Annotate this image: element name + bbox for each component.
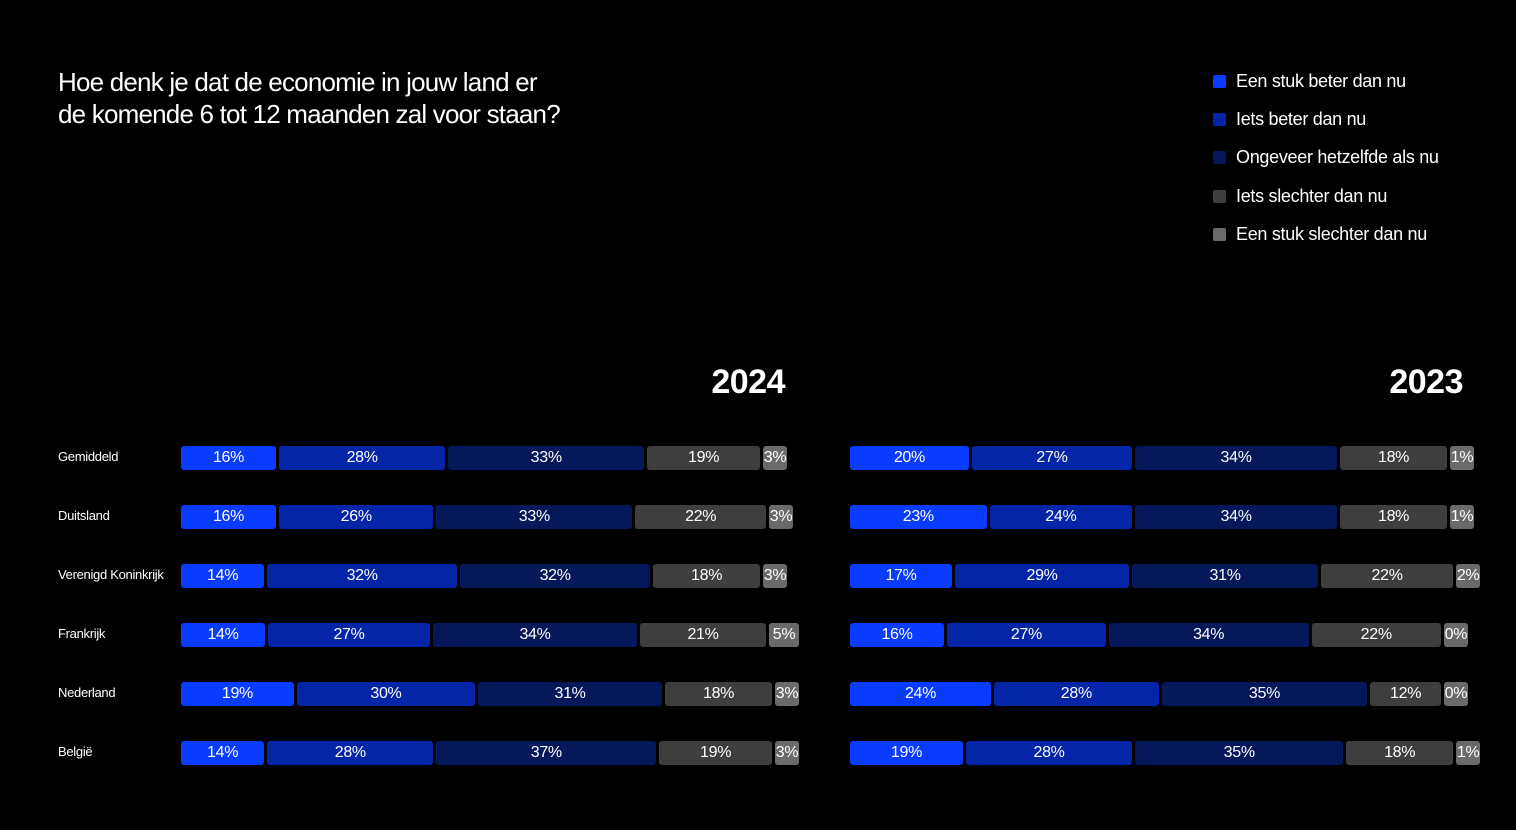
bar-segment: 0% [1443, 623, 1468, 647]
bar-segment: 3% [763, 446, 787, 470]
bar-segment: 32% [460, 564, 651, 588]
bar-segment: 28% [965, 741, 1133, 765]
bar-segment: 22% [1311, 623, 1441, 647]
bar-segment: 12% [1370, 682, 1441, 706]
bar-segment: 26% [279, 505, 434, 529]
bar-segment: 3% [763, 564, 787, 588]
bar-segment: 18% [653, 564, 760, 588]
bar-segment: 18% [1346, 741, 1454, 765]
bar-segment: 27% [971, 446, 1133, 470]
bar-segment: 37% [436, 741, 657, 765]
bar-segment: 31% [478, 682, 663, 706]
bar-segment: 27% [268, 623, 430, 647]
bar-segment: 16% [850, 623, 945, 647]
bar-row: 24% 28% 35% 12% 0% [850, 682, 1474, 706]
legend-swatch [1213, 228, 1226, 242]
bar-segment: 19% [647, 446, 760, 470]
bar-segment: 20% [850, 446, 969, 470]
legend-label: Een stuk beter dan nu [1236, 70, 1406, 91]
bar-segment: 14% [181, 741, 265, 765]
bar-segment: 19% [850, 741, 963, 765]
bar-segment: 18% [1340, 505, 1447, 529]
category-label: België [58, 744, 93, 759]
bar-segment: 24% [989, 505, 1133, 529]
bar-row: 23% 24% 34% 18% 1% [850, 505, 1474, 529]
bar-row: 14% 28% 37% 19% 3% [181, 741, 799, 765]
bar-segment: 29% [955, 564, 1130, 588]
legend-item: Iets slechter dan nu [1213, 177, 1439, 215]
bar-segment: 27% [947, 623, 1106, 647]
bar-row: 16% 28% 33% 19% 3% [181, 446, 793, 470]
bar-segment: 35% [1161, 682, 1368, 706]
bar-segment: 35% [1135, 741, 1344, 765]
bar-segment: 34% [1135, 446, 1338, 470]
bar-segment: 18% [665, 682, 772, 706]
bar-segment: 14% [181, 564, 265, 588]
category-label: Verenigd Koninkrijk [58, 567, 164, 582]
category-label: Nederland [58, 685, 116, 700]
legend-swatch [1213, 113, 1226, 127]
bar-row: 14% 27% 34% 21% 5% [181, 623, 799, 647]
bar-segment: 28% [994, 682, 1159, 706]
panel-year-2023: 2023 [1389, 363, 1463, 401]
legend-swatch [1213, 74, 1226, 88]
bar-segment: 34% [1135, 505, 1338, 529]
bar-segment: 19% [659, 741, 772, 765]
legend-item: Een stuk slechter dan nu [1213, 216, 1439, 254]
legend: Een stuk beter dan nu Iets beter dan nu On… [1213, 62, 1439, 254]
legend-swatch [1213, 189, 1226, 203]
bar-segment: 16% [181, 505, 276, 529]
bar-segment: 2% [1456, 564, 1481, 588]
bar-row: 14% 32% 32% 18% 3% [181, 564, 793, 588]
chart-title-line-2: de komende 6 tot 12 maanden zal voor sta… [58, 99, 561, 129]
bar-segment: 16% [181, 446, 276, 470]
legend-label: Ongeveer hetzelfde als nu [1236, 147, 1439, 168]
bar-segment: 3% [775, 741, 799, 765]
bar-segment: 14% [181, 623, 265, 647]
bar-segment: 22% [635, 505, 766, 529]
legend-item: Iets beter dan nu [1213, 100, 1439, 138]
legend-label: Een stuk slechter dan nu [1236, 224, 1427, 245]
bar-segment: 23% [850, 505, 987, 529]
bar-segment: 5% [769, 623, 799, 647]
category-label: Gemiddeld [58, 449, 119, 464]
bar-segment: 18% [1340, 446, 1447, 470]
bar-row: 19% 28% 35% 18% 1% [850, 741, 1481, 765]
bar-segment: 24% [850, 682, 992, 706]
bar-segment: 21% [640, 623, 766, 647]
bar-row: 19% 30% 31% 18% 3% [181, 682, 799, 706]
bar-segment: 1% [1456, 741, 1481, 765]
category-label: Frankrijk [58, 626, 106, 641]
bar-segment: 22% [1321, 564, 1454, 588]
bar-segment: 33% [448, 446, 645, 470]
legend-label: Iets beter dan nu [1236, 109, 1366, 130]
bar-row: 16% 27% 34% 22% 0% [850, 623, 1474, 647]
bar-segment: 30% [296, 682, 475, 706]
bar-segment: 33% [436, 505, 633, 529]
bar-segment: 32% [267, 564, 458, 588]
bar-segment: 19% [181, 682, 294, 706]
bar-segment: 17% [850, 564, 953, 588]
bar-segment: 28% [267, 741, 434, 765]
legend-item: Ongeveer hetzelfde als nu [1213, 139, 1439, 177]
legend-swatch [1213, 151, 1226, 165]
bar-segment: 34% [433, 623, 637, 647]
category-label: Duitsland [58, 508, 110, 523]
bar-segment: 34% [1108, 623, 1309, 647]
bar-segment: 0% [1443, 682, 1468, 706]
bar-row: 20% 27% 34% 18% 1% [850, 446, 1474, 470]
bar-segment: 3% [775, 682, 799, 706]
chart-title: Hoe denk je dat de economie in jouw land… [58, 66, 678, 130]
bar-segment: 3% [769, 505, 793, 529]
bar-segment: 31% [1132, 564, 1319, 588]
legend-label: Iets slechter dan nu [1236, 185, 1388, 206]
bar-row: 16% 26% 33% 22% 3% [181, 505, 793, 529]
bar-row: 17% 29% 31% 22% 2% [850, 564, 1481, 588]
panel-year-2024: 2024 [711, 363, 785, 401]
bar-segment: 1% [1450, 505, 1474, 529]
bar-segment: 1% [1450, 446, 1474, 470]
bar-segment: 28% [279, 446, 446, 470]
legend-item: Een stuk beter dan nu [1213, 62, 1439, 100]
chart-title-line-1: Hoe denk je dat de economie in jouw land… [58, 67, 538, 97]
